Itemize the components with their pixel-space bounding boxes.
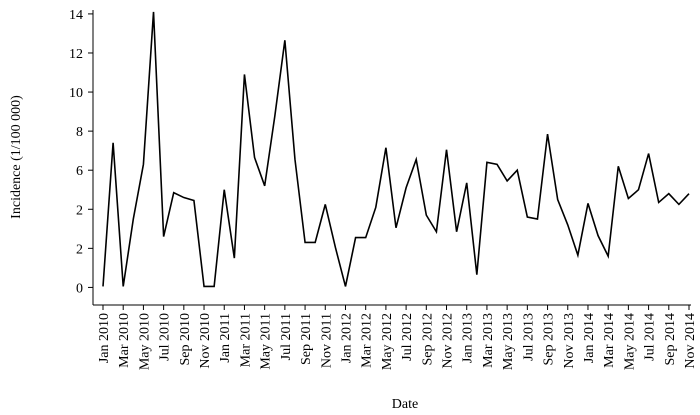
x-tick-label: Mar 2010: [117, 313, 132, 368]
x-tick-label: Jul 2013: [521, 313, 536, 361]
x-tick-label: Sep 2013: [542, 313, 557, 366]
y-tick-label: 2: [76, 242, 83, 257]
x-tick-label: Nov 2012: [441, 313, 456, 369]
y-tick-label: 6: [76, 164, 83, 179]
y-tick-label: 8: [76, 125, 83, 140]
x-tick-label: Jan 2011: [218, 313, 233, 363]
x-tick-label: Nov 2013: [562, 313, 577, 369]
x-tick-label: Jul 2014: [643, 313, 658, 361]
y-axis-label: Incidence (1/100 000): [9, 95, 24, 219]
x-tick-label: Sep 2012: [420, 313, 435, 366]
y-tick-label: 12: [69, 47, 83, 62]
x-tick-label: Mar 2012: [360, 313, 375, 368]
x-tick-label: Jan 2012: [339, 313, 354, 363]
x-tick-label: Sep 2011: [299, 313, 314, 365]
x-tick-label: Jan 2013: [461, 313, 476, 363]
x-tick-label: Mar 2014: [602, 313, 617, 368]
x-tick-label: Mar 2013: [481, 313, 496, 368]
y-tick-label: 14: [69, 8, 83, 23]
x-tick-label: Jan 2014: [582, 313, 597, 363]
x-axis-label: Date: [392, 397, 418, 412]
x-tick-label: May 2010: [137, 313, 152, 370]
x-tick-label: Jul 2011: [279, 313, 294, 360]
x-tick-label: Sep 2014: [663, 313, 678, 366]
x-tick-label: May 2012: [380, 313, 395, 370]
y-tick-label: 10: [69, 86, 83, 101]
x-tick-label: Jan 2010: [97, 313, 112, 363]
x-tick-label: May 2013: [501, 313, 516, 370]
x-tick-label: Sep 2010: [178, 313, 193, 366]
x-tick-label: Nov 2011: [319, 313, 334, 368]
x-tick-label: May 2014: [622, 313, 637, 370]
y-tick-label: 0: [76, 281, 83, 296]
x-tick-label: Nov 2014: [683, 313, 698, 369]
x-tick-label: Jul 2010: [158, 313, 173, 361]
y-tick-label: 2: [76, 203, 83, 218]
x-tick-label: Jul 2012: [400, 313, 415, 361]
data-line: [102, 11, 690, 288]
x-tick-label: Nov 2010: [198, 313, 213, 369]
x-tick-label: Mar 2011: [238, 313, 253, 367]
x-tick-label: May 2011: [259, 313, 274, 370]
